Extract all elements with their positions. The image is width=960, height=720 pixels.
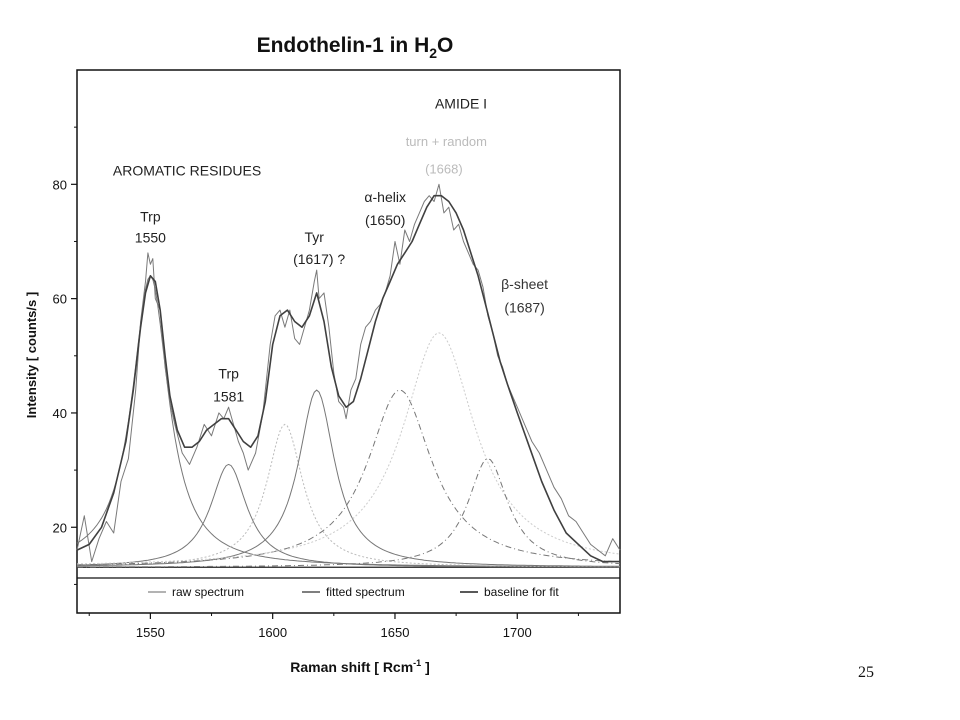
annotation-3: (1668) bbox=[425, 161, 463, 176]
component-peaks-layer bbox=[76, 274, 621, 568]
y-axis-label: Intensity [ counts/s ] bbox=[24, 292, 39, 418]
annotation-2: turn + random bbox=[406, 134, 487, 149]
page-number: 25 bbox=[858, 664, 874, 681]
plot-frame bbox=[76, 69, 621, 614]
peak-component-1550 bbox=[76, 274, 620, 568]
legend-label-2: baseline for fit bbox=[484, 585, 559, 599]
spectra-layer bbox=[76, 183, 621, 563]
y-tick-label-20: 20 bbox=[53, 520, 67, 535]
annotation-11: (1650) bbox=[365, 212, 405, 228]
annotation-9: (1617) ? bbox=[293, 251, 345, 267]
peak-component-1581 bbox=[76, 463, 620, 568]
chart-title-end: O bbox=[437, 34, 453, 57]
x-tick-label-1650: 1650 bbox=[381, 625, 410, 640]
annotation-1: AMIDE I bbox=[435, 95, 487, 111]
x-axis-label: Raman shift [ Rcm-1 ] bbox=[290, 658, 430, 675]
peak-component-1650 bbox=[77, 389, 621, 566]
annotation-6: Trp bbox=[218, 366, 239, 382]
x-axis-label-main: Raman shift [ Rcm bbox=[290, 659, 413, 675]
axis-ticks-layer: 1550 1600 1650 1700 20 40 60 80 bbox=[53, 126, 579, 640]
x-tick-label-1600: 1600 bbox=[258, 625, 287, 640]
annotation-12: β-sheet bbox=[501, 276, 548, 292]
y-tick-label-60: 60 bbox=[53, 292, 67, 307]
legend-label-0: raw spectrum bbox=[172, 585, 244, 599]
chart-title-subscript: 2 bbox=[429, 45, 437, 61]
y-tick-label-40: 40 bbox=[53, 406, 67, 421]
annotations-layer: AROMATIC RESIDUES AMIDE I turn + random (16… bbox=[113, 95, 548, 404]
x-tick-label-1550: 1550 bbox=[136, 625, 165, 640]
annotation-0: AROMATIC RESIDUES bbox=[113, 163, 261, 179]
x-tick-label-1700: 1700 bbox=[503, 625, 532, 640]
peak-component-1668 bbox=[76, 332, 621, 565]
x-axis-label-superscript: -1 bbox=[413, 658, 421, 668]
chart-title: Endothelin-1 in H2O bbox=[257, 34, 454, 61]
annotation-4: Trp bbox=[140, 208, 161, 224]
annotation-8: Tyr bbox=[305, 229, 325, 245]
annotation-13: (1687) bbox=[504, 299, 544, 315]
annotation-10: α-helix bbox=[364, 189, 406, 205]
peak-component-1617 bbox=[77, 389, 620, 567]
x-axis-label-end: ] bbox=[421, 659, 430, 675]
annotation-5: 1550 bbox=[135, 230, 166, 246]
annotation-7: 1581 bbox=[213, 389, 244, 405]
legend: raw spectrum fitted spectrum baseline for … bbox=[148, 585, 559, 599]
chart-title-main: Endothelin-1 in H bbox=[257, 34, 430, 57]
peak-component-1605 bbox=[77, 423, 620, 568]
legend-label-1: fitted spectrum bbox=[326, 585, 405, 599]
y-tick-label-80: 80 bbox=[53, 177, 67, 192]
series-fitted-spectrum bbox=[76, 194, 620, 563]
